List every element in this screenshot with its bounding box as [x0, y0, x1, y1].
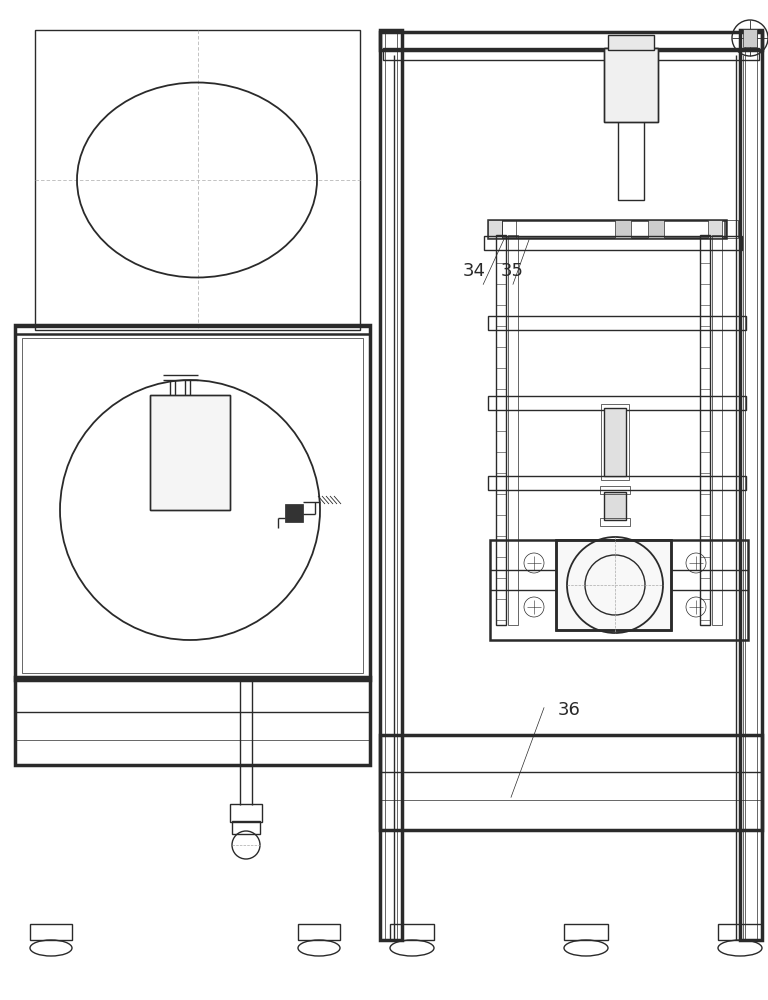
- Bar: [490, 540, 748, 640]
- Bar: [508, 235, 518, 625]
- Bar: [604, 48, 658, 122]
- Bar: [488, 220, 502, 238]
- Bar: [740, 30, 762, 940]
- Bar: [600, 518, 630, 526]
- Bar: [30, 924, 72, 940]
- Bar: [488, 396, 746, 410]
- Bar: [700, 235, 710, 625]
- Bar: [380, 30, 402, 940]
- Bar: [22, 338, 363, 673]
- Bar: [604, 408, 626, 476]
- Bar: [285, 504, 303, 522]
- Bar: [380, 32, 762, 50]
- Bar: [15, 677, 370, 765]
- Bar: [380, 735, 762, 830]
- Bar: [385, 30, 397, 940]
- Bar: [232, 821, 260, 834]
- Bar: [488, 316, 746, 330]
- Bar: [15, 325, 370, 680]
- Bar: [230, 804, 262, 822]
- Bar: [496, 235, 506, 625]
- Bar: [648, 220, 664, 238]
- Bar: [564, 924, 608, 940]
- Bar: [556, 540, 671, 630]
- Bar: [150, 395, 230, 510]
- Text: 35: 35: [501, 262, 524, 280]
- Bar: [484, 236, 742, 250]
- Bar: [35, 30, 360, 330]
- Bar: [383, 48, 759, 60]
- Bar: [745, 30, 757, 940]
- Bar: [150, 395, 230, 510]
- Bar: [615, 220, 631, 238]
- Bar: [712, 235, 722, 625]
- Bar: [488, 476, 746, 490]
- Bar: [298, 924, 340, 940]
- Text: 34: 34: [462, 262, 485, 280]
- Bar: [604, 48, 658, 122]
- Bar: [708, 220, 722, 238]
- Bar: [600, 486, 630, 494]
- Bar: [601, 404, 629, 480]
- Bar: [608, 35, 654, 50]
- Bar: [488, 220, 726, 238]
- Bar: [743, 29, 757, 47]
- Text: 36: 36: [558, 701, 581, 719]
- Bar: [556, 540, 671, 630]
- Bar: [618, 50, 644, 200]
- Bar: [604, 492, 626, 520]
- Bar: [390, 924, 434, 940]
- Bar: [718, 924, 762, 940]
- Bar: [502, 220, 516, 238]
- Bar: [724, 220, 738, 238]
